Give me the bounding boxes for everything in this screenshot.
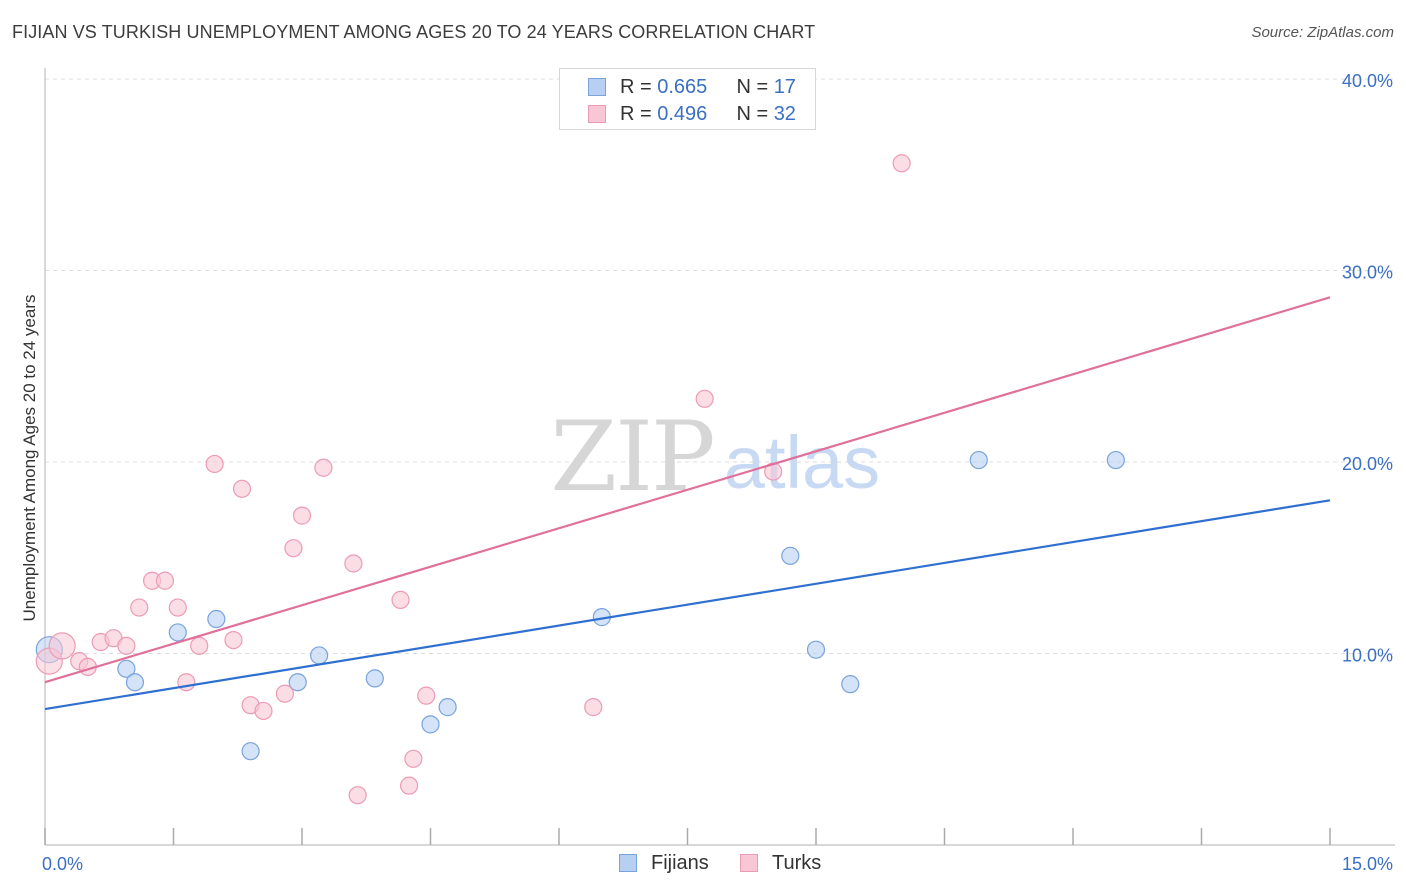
fijians-legend-label: Fijians <box>651 852 709 874</box>
turk-point <box>314 458 333 477</box>
fijian-point <box>1106 450 1125 470</box>
y-tick-label: 10.0% <box>1342 646 1393 666</box>
fijian-point <box>841 675 860 694</box>
fijian-point <box>288 673 307 692</box>
turk-point <box>190 636 209 655</box>
turk-point <box>404 749 423 768</box>
turk-point <box>117 636 136 655</box>
fijian-point <box>168 623 187 642</box>
turk-point <box>399 776 419 795</box>
fijian-trend-line <box>44 499 1331 711</box>
fijian-point <box>806 640 826 659</box>
turk-point <box>348 786 367 805</box>
turk-point <box>417 686 436 705</box>
chart-title: FIJIAN VS TURKISH UNEMPLOYMENT AMONG AGE… <box>12 22 816 42</box>
x-tick-label: 15.0% <box>1342 854 1393 874</box>
turk-point <box>344 554 363 573</box>
fijian-point <box>438 698 457 717</box>
turk-trend-line <box>44 296 1331 684</box>
correlation-legend: R = 0.665 N = 17 R = 0.496 N = 32 <box>559 68 816 130</box>
turk-point <box>224 630 243 650</box>
legend-r-label: R = <box>620 103 658 125</box>
fijians-legend-swatch-icon <box>619 854 637 872</box>
watermark: ZIP atlas <box>550 401 880 513</box>
y-tick-label: 20.0% <box>1342 454 1393 474</box>
fijian-point <box>365 669 384 688</box>
legend-n-value: 32 <box>773 103 796 125</box>
fijian-point <box>310 646 329 665</box>
turks-legend-swatch-icon <box>740 854 758 872</box>
fijian-point <box>781 546 800 565</box>
fijian-point <box>241 742 260 761</box>
legend-n-label: N = <box>736 76 774 98</box>
point-layer <box>35 154 1331 805</box>
legend-n-label: N = <box>736 103 774 125</box>
turk-point <box>254 701 273 721</box>
turks-swatch-icon <box>588 105 606 123</box>
fijian-point <box>969 450 988 470</box>
y-tick-label: 40.0% <box>1342 71 1393 91</box>
grid-layer <box>45 78 1395 654</box>
turk-point <box>284 539 303 558</box>
y-axis-label: Unemployment Among Ages 20 to 24 years <box>20 294 39 622</box>
legend-r-label: R = <box>620 76 658 98</box>
fijian-point <box>117 659 136 678</box>
fijians-swatch-icon <box>588 78 606 96</box>
turk-point <box>584 698 603 717</box>
turk-point <box>177 673 196 692</box>
turk-point <box>695 389 714 408</box>
turk-point <box>275 684 294 703</box>
source-label: Source: ZipAtlas.com <box>1251 24 1394 41</box>
axis-layer <box>44 68 1395 846</box>
turk-point <box>168 598 187 617</box>
turk-point <box>232 479 252 498</box>
turk-point <box>892 154 911 173</box>
fijian-point <box>125 673 145 692</box>
tick-label-layer: 10.0% 20.0% 30.0% 40.0% 0.0% 15.0% <box>42 71 1393 874</box>
watermark-zip: ZIP <box>550 401 713 513</box>
watermark-atlas: atlas <box>724 421 880 504</box>
turks-legend-label: Turks <box>772 852 822 874</box>
turk-point <box>205 454 224 474</box>
fijian-point <box>421 715 440 734</box>
legend-r-value: 0.665 <box>657 76 708 98</box>
turk-point <box>155 571 175 590</box>
legend-r-value: 0.496 <box>657 103 708 125</box>
fijian-point <box>207 609 226 629</box>
legend-n-value: 17 <box>773 76 796 98</box>
x-tick-label: 0.0% <box>42 854 83 874</box>
turk-point <box>292 506 312 525</box>
turk-point <box>48 632 76 660</box>
turk-point <box>391 590 410 609</box>
turk-point <box>130 598 149 617</box>
y-tick-label: 30.0% <box>1342 263 1393 283</box>
